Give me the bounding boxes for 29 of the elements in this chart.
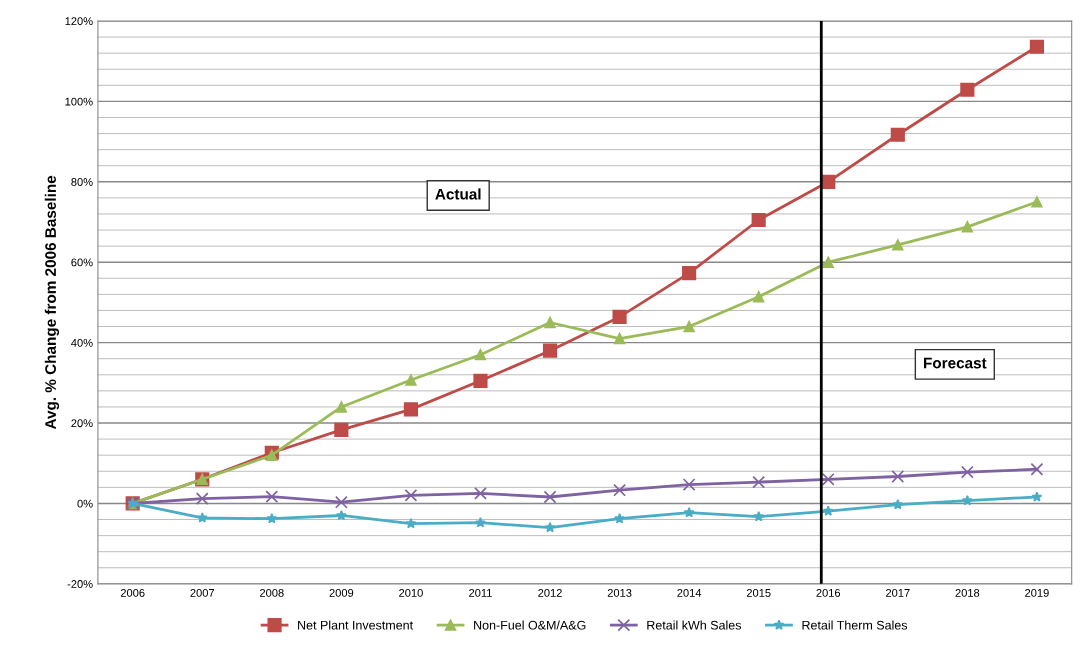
x-tick-label: 2019 <box>1025 588 1049 597</box>
x-tick-label: 2007 <box>190 588 215 597</box>
legend-label: Retail kWh Sales <box>647 620 742 630</box>
x-tick-label: 2014 <box>677 588 702 597</box>
y-axis-title: Avg. % Change from 2006 Baseline <box>44 175 60 430</box>
legend-label: Retail Therm Sales <box>802 620 908 630</box>
y-tick-label: 120% <box>65 17 93 26</box>
x-tick-label: 2013 <box>607 588 632 597</box>
legend-label: Non-Fuel O&M/A&G <box>474 620 586 630</box>
x-tick-label: 2008 <box>260 588 284 597</box>
annotation: Actual <box>435 188 481 200</box>
y-tick-label: 60% <box>71 258 93 267</box>
x-tick-label: 2016 <box>816 588 841 597</box>
y-tick-label: -20% <box>67 580 93 588</box>
x-tick-label: 2015 <box>746 588 771 597</box>
y-tick-label: 40% <box>71 338 93 347</box>
legend-label: Net Plant Investment <box>298 620 413 630</box>
y-tick-label: 20% <box>71 419 93 428</box>
y-tick-label: 0% <box>77 499 93 508</box>
annotation: Forecast <box>924 357 987 369</box>
x-tick-label: 2011 <box>469 588 492 597</box>
x-tick-label: 2010 <box>399 588 423 597</box>
x-tick-label: 2012 <box>538 588 562 597</box>
y-tick-label: 80% <box>71 178 93 186</box>
x-tick-label: 2009 <box>329 588 354 597</box>
x-tick-label: 2017 <box>886 588 910 597</box>
y-tick-label: 100% <box>65 97 93 106</box>
x-tick-label: 2006 <box>120 588 145 597</box>
x-tick-label: 2018 <box>955 588 980 597</box>
